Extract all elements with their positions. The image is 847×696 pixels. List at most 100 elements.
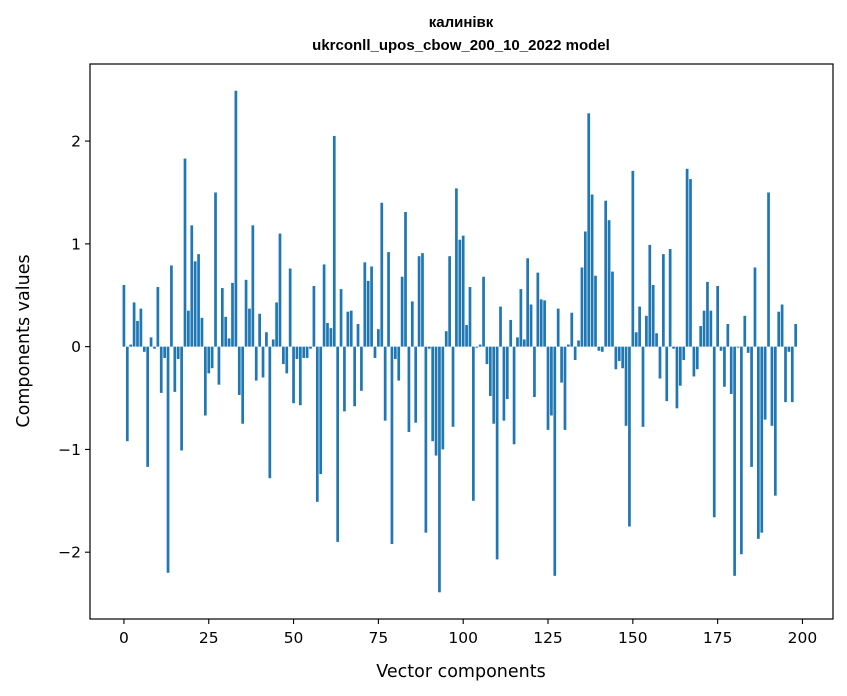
plot-area-frame: [89, 63, 834, 620]
bar-component-166: [685, 168, 689, 347]
bar-component-81: [397, 346, 401, 381]
bar-component-45: [275, 302, 278, 347]
bar-component-106: [482, 276, 485, 347]
bar-component-57: [315, 346, 319, 502]
bar-component-178: [726, 324, 730, 347]
bar-component-125: [546, 346, 550, 430]
bar-component-140: [597, 346, 601, 351]
bar-component-88: [421, 253, 424, 347]
bar-component-26: [210, 346, 214, 369]
bar-component-89: [424, 346, 428, 533]
bar-component-180: [733, 346, 736, 576]
bar-component-85: [410, 301, 414, 347]
bar-component-52: [298, 346, 302, 406]
bar-component-32: [231, 282, 234, 347]
bar-component-197: [790, 346, 794, 403]
x-axis-label: Vector components: [376, 662, 545, 682]
chart-title-line-1: калинівк: [429, 14, 494, 31]
bar-component-48: [285, 346, 289, 374]
bar-component-12: [163, 346, 166, 358]
bar-component-22: [197, 254, 200, 347]
bar-component-190: [767, 192, 770, 347]
bar-component-153: [641, 346, 645, 427]
bar-component-56: [312, 286, 316, 347]
y-tick-label-1: −1: [58, 441, 81, 459]
bar-component-132: [570, 312, 574, 347]
x-tick-label-75: 75: [369, 629, 389, 647]
bar-component-20: [190, 225, 194, 347]
x-tick-label-175: 175: [703, 629, 733, 647]
bar-component-63: [336, 346, 340, 542]
bar-component-103: [472, 346, 475, 501]
bar-component-159: [662, 254, 665, 347]
bar-component-108: [488, 346, 492, 396]
bar-component-18: [183, 158, 187, 347]
bar-component-168: [692, 346, 696, 377]
bar-component-47: [282, 346, 285, 365]
bar-component-164: [678, 346, 682, 386]
bar-component-198: [794, 324, 798, 347]
bar-component-9: [153, 346, 156, 349]
bar-component-184: [746, 346, 750, 353]
bar-component-189: [763, 346, 767, 420]
bar-component-193: [777, 311, 781, 347]
bar-component-172: [706, 281, 709, 347]
bar-component-83: [404, 212, 407, 347]
x-tick-label-50: 50: [284, 629, 304, 647]
bar-component-14: [170, 265, 173, 347]
bar-component-135: [580, 267, 584, 347]
x-tick-label-125: 125: [533, 629, 563, 647]
bar-component-95: [444, 331, 448, 347]
bar-component-31: [227, 338, 231, 347]
bar-component-75: [377, 329, 380, 347]
bar-component-191: [770, 346, 774, 426]
bar-component-10: [156, 287, 160, 347]
bar-component-170: [699, 326, 703, 347]
bar-component-114: [509, 319, 513, 347]
bar-component-25: [207, 346, 211, 374]
bar-component-38: [251, 225, 255, 347]
bar-component-139: [594, 275, 597, 347]
bar-component-160: [665, 346, 669, 402]
bar-component-158: [658, 346, 662, 379]
bar-component-19: [187, 310, 190, 347]
bar-component-74: [373, 346, 377, 358]
x-tick-label-150: 150: [618, 629, 648, 647]
bar-component-116: [516, 337, 519, 347]
bar-component-196: [787, 346, 791, 352]
bar-component-188: [760, 346, 764, 533]
bar-component-2: [129, 344, 133, 347]
bar-component-192: [773, 346, 777, 496]
bar-component-110: [495, 346, 499, 560]
y-axis-ticks: −2 −1 0 1 2: [58, 133, 90, 562]
bar-component-44: [271, 339, 275, 347]
bar-component-151: [634, 332, 638, 347]
bar-component-141: [600, 346, 604, 352]
bar-component-34: [237, 346, 241, 395]
bar-component-138: [590, 194, 594, 347]
bar-component-127: [553, 346, 557, 576]
bar-component-4: [136, 320, 139, 347]
chart-title-line-2: ukrconll_upos_cbow_200_10_2022 model: [312, 37, 610, 54]
bar-component-35: [241, 346, 245, 424]
bar-component-100: [461, 235, 465, 347]
bar-component-136: [583, 231, 587, 347]
bar-component-145: [614, 346, 618, 370]
bar-component-165: [682, 346, 686, 360]
bar-component-80: [393, 346, 397, 359]
bar-component-194: [780, 304, 784, 347]
bar-component-177: [723, 346, 726, 387]
bar-component-117: [519, 289, 523, 347]
bar-component-66: [346, 311, 350, 347]
bar-component-102: [468, 287, 472, 347]
bar-component-49: [288, 268, 292, 347]
bar-component-93: [438, 346, 441, 593]
bar-component-62: [332, 135, 336, 347]
bar-component-30: [224, 316, 228, 347]
y-tick-label-2: 0: [71, 338, 81, 356]
bar-component-41: [261, 346, 265, 378]
bar-component-163: [675, 346, 679, 409]
bar-component-128: [556, 308, 560, 347]
bar-component-142: [604, 200, 608, 347]
bar-component-195: [784, 346, 787, 403]
